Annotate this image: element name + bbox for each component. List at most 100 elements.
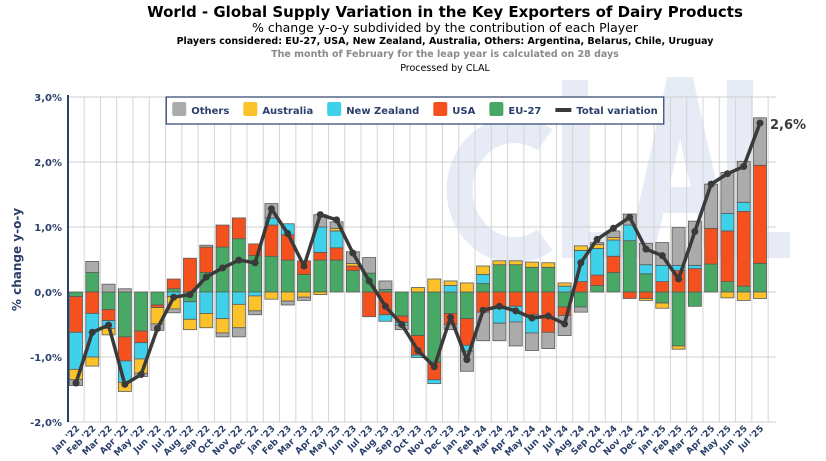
bar-segment-others (85, 261, 100, 273)
legend: Others Australia New Zealand USA EU-27 Total … (165, 96, 665, 125)
bar-segment-usa (166, 278, 181, 290)
bar-segment-new-zealand (557, 285, 572, 293)
bar-segment-australia (85, 356, 100, 367)
legend-swatch-icon (433, 102, 448, 116)
bar-segment-eu-27 (736, 285, 751, 293)
bar-segment-australia (215, 318, 230, 334)
bar-segment-eu-27 (134, 291, 149, 332)
bar-segment-usa (704, 227, 719, 265)
y-tick-label: 0,0% (34, 288, 62, 299)
bar-segment-others (541, 331, 556, 349)
y-tick-label: 1,0% (34, 223, 62, 234)
bar-segment-eu-27 (459, 291, 474, 320)
bar-segment-usa (655, 281, 670, 293)
total-variation-point (561, 320, 569, 328)
bar-segment-new-zealand (736, 201, 751, 212)
total-variation-point (626, 213, 634, 221)
bar-segment-usa (362, 291, 377, 318)
bar-segment-new-zealand (720, 212, 735, 232)
total-variation-point (544, 312, 552, 320)
bar-segment-eu-27 (150, 291, 165, 306)
bar-segment-others (492, 322, 507, 342)
processed-by-note: Processed by CLAL (400, 63, 490, 74)
legend-swatch-icon (489, 102, 504, 116)
bar-segment-new-zealand (215, 291, 230, 320)
y-tick-label: 2,0% (34, 158, 62, 169)
total-variation-point (609, 224, 617, 232)
bar-segment-eu-27 (411, 291, 425, 336)
watermark-letter-c (446, 117, 553, 263)
bar-segment-eu-27 (280, 259, 295, 293)
bar-segment-usa (590, 274, 605, 286)
bar-segment-eu-27 (329, 259, 344, 293)
players-note: Players considered: EU-27, USA, New Zeal… (176, 36, 714, 47)
total-variation-point (365, 277, 373, 285)
total-variation-point (447, 313, 455, 321)
legend-line-icon (555, 108, 572, 112)
bar-segment-australia (297, 291, 311, 298)
total-variation-point (414, 347, 422, 354)
bar-segment-australia (639, 298, 653, 301)
bar-segment-australia (313, 291, 328, 295)
bar-segment-australia (492, 260, 507, 266)
legend-item-label: New Zealand (346, 106, 419, 117)
total-variation-point (381, 302, 389, 310)
bar-segment-others (704, 183, 719, 229)
bar-segment-usa (345, 265, 360, 271)
bar-segment-australia (443, 280, 458, 286)
total-variation-point (170, 293, 178, 301)
total-variation-point (72, 379, 80, 387)
bar-segment-usa (622, 291, 637, 299)
bar-segment-eu-27 (606, 272, 621, 293)
bar-segment-eu-27 (297, 274, 311, 293)
bar-segment-usa (720, 230, 735, 282)
bar-segment-australia (541, 262, 556, 268)
y-tick-label: -1,0% (30, 353, 62, 364)
total-variation-point (658, 252, 666, 260)
bar-segment-eu-27 (264, 255, 279, 293)
bar-segment-australia (671, 345, 686, 350)
bar-segment-australia (248, 295, 263, 312)
bar-segment-others (508, 321, 523, 347)
total-variation-point (740, 163, 748, 171)
bar-segment-australia (280, 291, 295, 302)
bar-segment-eu-27 (85, 272, 100, 293)
total-variation-point (756, 119, 764, 127)
legend-swatch-icon (172, 102, 187, 116)
bar-segment-australia (753, 291, 767, 299)
total-variation-point (300, 262, 308, 270)
bar-segment-eu-27 (639, 273, 653, 293)
chart-title: World - Global Supply Variation in the K… (147, 3, 743, 21)
total-variation-point (219, 264, 227, 272)
bar-segment-australia (427, 278, 442, 293)
y-tick-label: -2,0% (30, 418, 62, 429)
bar-segment-others (215, 332, 230, 338)
total-variation-point (267, 205, 275, 213)
bar-segment-new-zealand (687, 264, 702, 270)
bar-segment-usa (687, 268, 702, 293)
total-variation-point (593, 235, 601, 243)
bar-segment-usa (231, 217, 246, 240)
total-variation-point (251, 259, 259, 267)
bar-segment-eu-27 (492, 264, 507, 293)
bar-segment-usa (85, 291, 100, 314)
last-value-label: 2,6% (770, 118, 806, 133)
total-variation-point (398, 321, 406, 328)
legend-item-label: Others (191, 106, 229, 117)
bar-segment-australia (508, 260, 523, 266)
y-tick-label: 3,0% (34, 93, 62, 104)
bar-segment-eu-27 (443, 291, 458, 314)
bar-segment-eu-27 (753, 262, 767, 293)
total-variation-point (642, 245, 650, 253)
bar-segment-others (671, 227, 686, 266)
total-variation-point (105, 321, 113, 329)
bar-segment-australia (655, 302, 670, 309)
total-variation-point (186, 291, 194, 299)
total-variation-point (723, 170, 731, 178)
bar-segment-new-zealand (590, 248, 605, 276)
total-variation-point (463, 356, 471, 364)
bar-segment-new-zealand (248, 291, 263, 297)
bar-segment-new-zealand (606, 239, 621, 257)
bar-segment-new-zealand (476, 274, 491, 284)
